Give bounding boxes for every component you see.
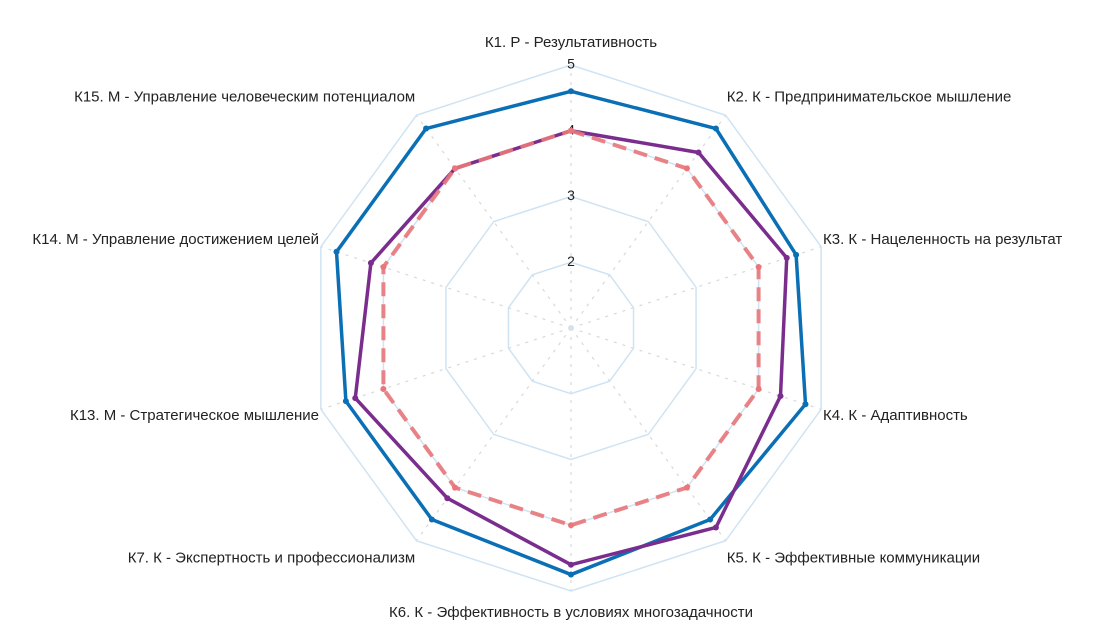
category-label: К6. К - Эффективность в условиях многоза…: [389, 604, 753, 621]
series-point: [712, 524, 719, 531]
series-point: [793, 251, 800, 258]
series-point: [452, 165, 459, 172]
category-label: К13. М - Стратегическое мышление: [70, 407, 319, 424]
series-point: [755, 264, 762, 271]
series-point: [683, 165, 690, 172]
series-point: [367, 259, 374, 266]
category-label: К7. К - Экспертность и профессионализм: [128, 550, 416, 567]
series-point: [380, 264, 387, 271]
r-tick-label: 2: [567, 253, 575, 269]
series-point: [707, 516, 714, 523]
category-label: К3. К - Нацеленность на результат: [823, 231, 1062, 248]
series-point: [755, 385, 762, 392]
series-point: [777, 393, 784, 400]
series-line: [381, 128, 761, 528]
grid-ring: [507, 261, 635, 395]
category-label: К14. М - Управление достижением целей: [32, 231, 319, 248]
series-point: [333, 248, 340, 255]
series-point: [802, 401, 809, 408]
category-label: К4. К - Адаптивность: [823, 407, 968, 424]
category-label: К5. К - Эффективные коммуникации: [727, 550, 980, 567]
category-label: К2. К - Предпринимательское мышление: [727, 88, 1012, 105]
series-point: [452, 484, 459, 491]
r-tick-label: 5: [567, 56, 575, 72]
series-point: [342, 398, 349, 405]
series-point: [380, 385, 387, 392]
center-dot: [569, 326, 573, 330]
r-tick-label: 3: [567, 187, 575, 203]
category-label: К15. М - Управление человеческим потенци…: [74, 88, 415, 105]
series-point: [568, 561, 574, 568]
grid-ring: [320, 64, 822, 592]
series-point: [444, 495, 451, 502]
series-point: [568, 127, 574, 134]
series-point: [712, 125, 719, 132]
series-point: [568, 571, 574, 578]
grid-ring: [445, 195, 697, 461]
series-point: [568, 522, 574, 529]
series-point: [352, 395, 359, 402]
series-point: [423, 125, 430, 132]
series-point: [695, 149, 702, 156]
series-point: [568, 88, 574, 95]
series-point: [428, 516, 435, 523]
category-label: К1. Р - Результативность: [485, 34, 657, 51]
series-point: [783, 254, 790, 261]
series-point: [683, 484, 690, 491]
